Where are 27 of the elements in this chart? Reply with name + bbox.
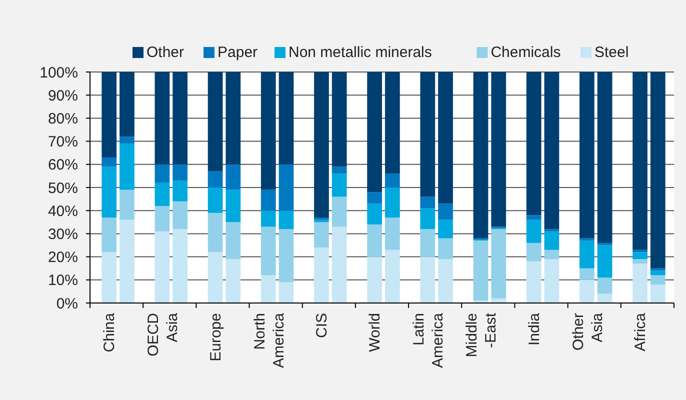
x-tick-label: Latin America [410,312,447,368]
y-tick-label: 80% [48,110,78,128]
x-tick-label: India [526,312,543,346]
x-tick-label: China [101,312,118,352]
x-tick-label: Middle -East [464,312,500,358]
legend-label: Paper [218,44,258,61]
x-tick-label: OECD Asia [145,312,182,356]
y-tick-label: 30% [48,226,78,243]
legend-label: Chemicals [490,44,561,61]
y-tick-label: 100% [40,64,78,82]
x-tick-label: Other Asia [570,312,606,351]
y-tick-label: 70% [48,134,78,151]
y-tick-label: 60% [48,156,78,174]
legend-label: Other [146,44,184,61]
x-tick-label: North America [251,312,288,368]
legend-label: Non metallic minerals [288,44,432,61]
x-tick-label: Europe [207,313,224,362]
x-tick-label: Africa [632,312,650,352]
x-tick-label: World [366,313,384,352]
y-tick-label: 10% [48,272,78,290]
x-tick-label: CIS [313,313,330,338]
y-tick-label: 90% [48,87,78,104]
legend-label: Steel [594,44,629,61]
y-tick-label: 50% [48,180,78,197]
y-tick-label: 20% [48,249,78,266]
y-tick-label: 40% [48,202,78,220]
y-tick-label: 0% [56,295,78,312]
